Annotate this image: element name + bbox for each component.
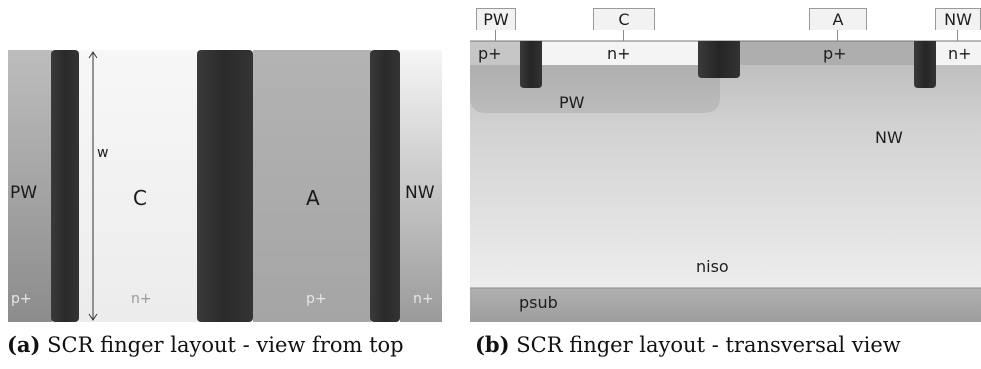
pw-region-label: PW bbox=[10, 183, 38, 203]
p-plus-anode-diff-label: p+ bbox=[823, 44, 847, 63]
trench-1 bbox=[51, 50, 79, 322]
caption-a-letter: (a) bbox=[7, 332, 41, 357]
figure-b-cross-section bbox=[470, 40, 981, 322]
caption-b-letter: (b) bbox=[475, 332, 510, 357]
psub-label: psub bbox=[519, 293, 558, 312]
anode-region bbox=[253, 50, 371, 322]
cathode-label: C bbox=[133, 186, 147, 210]
n-plus-cathode-diff-label: n+ bbox=[607, 44, 631, 63]
trench-b-3 bbox=[914, 41, 936, 88]
width-label: w bbox=[97, 145, 109, 161]
n-plus-right-diffusion bbox=[935, 41, 981, 65]
anode-label: A bbox=[306, 186, 320, 210]
caption-b-text: SCR finger layout - transversal view bbox=[516, 333, 901, 357]
width-arrow-top bbox=[88, 51, 98, 59]
caption-a: (a) SCR finger layout - view from top bbox=[7, 332, 404, 357]
terminal-c-stem bbox=[623, 30, 624, 41]
pw-region bbox=[8, 50, 52, 322]
nw-region bbox=[400, 50, 442, 322]
nw-well-label: NW bbox=[875, 128, 903, 147]
pw-well-label: PW bbox=[559, 93, 585, 112]
trench-b-1 bbox=[520, 41, 542, 88]
p-plus-anode-label: p+ bbox=[306, 291, 327, 307]
caption-b: (b) SCR finger layout - transversal view bbox=[475, 332, 901, 357]
cathode-region bbox=[78, 50, 198, 322]
terminal-nw: NW bbox=[935, 8, 981, 30]
figure-b: PW C A NW p+ n+ p+ n+ PW NW niso psub bbox=[470, 0, 981, 322]
figure-a-layout bbox=[8, 50, 442, 322]
width-arrow-bottom bbox=[88, 313, 98, 321]
p-plus-left-diff-label: p+ bbox=[478, 44, 502, 63]
nw-region-label: NW bbox=[405, 183, 435, 203]
niso-label: niso bbox=[696, 257, 729, 276]
terminal-pw: PW bbox=[476, 8, 516, 30]
n-plus-cathode-diffusion bbox=[542, 41, 698, 65]
terminal-a-stem bbox=[837, 30, 838, 41]
trench-2 bbox=[197, 50, 253, 322]
caption-a-text: SCR finger layout - view from top bbox=[47, 333, 404, 357]
n-plus-right-label: n+ bbox=[413, 291, 434, 307]
p-plus-left-diffusion bbox=[470, 41, 522, 65]
terminal-c: C bbox=[593, 8, 655, 30]
trench-b-2 bbox=[698, 41, 740, 78]
terminal-nw-stem bbox=[957, 30, 958, 41]
p-plus-anode-diffusion bbox=[740, 41, 916, 65]
trench-3 bbox=[370, 50, 400, 322]
n-plus-right-diff-label: n+ bbox=[948, 44, 972, 63]
terminal-pw-stem bbox=[495, 30, 496, 41]
psub-layer bbox=[470, 288, 981, 322]
terminal-a: A bbox=[809, 8, 867, 30]
n-plus-cathode-label: n+ bbox=[131, 291, 152, 307]
p-plus-left-label: p+ bbox=[11, 291, 32, 307]
figure-a: PW C A NW w p+ n+ p+ n+ bbox=[8, 50, 442, 322]
